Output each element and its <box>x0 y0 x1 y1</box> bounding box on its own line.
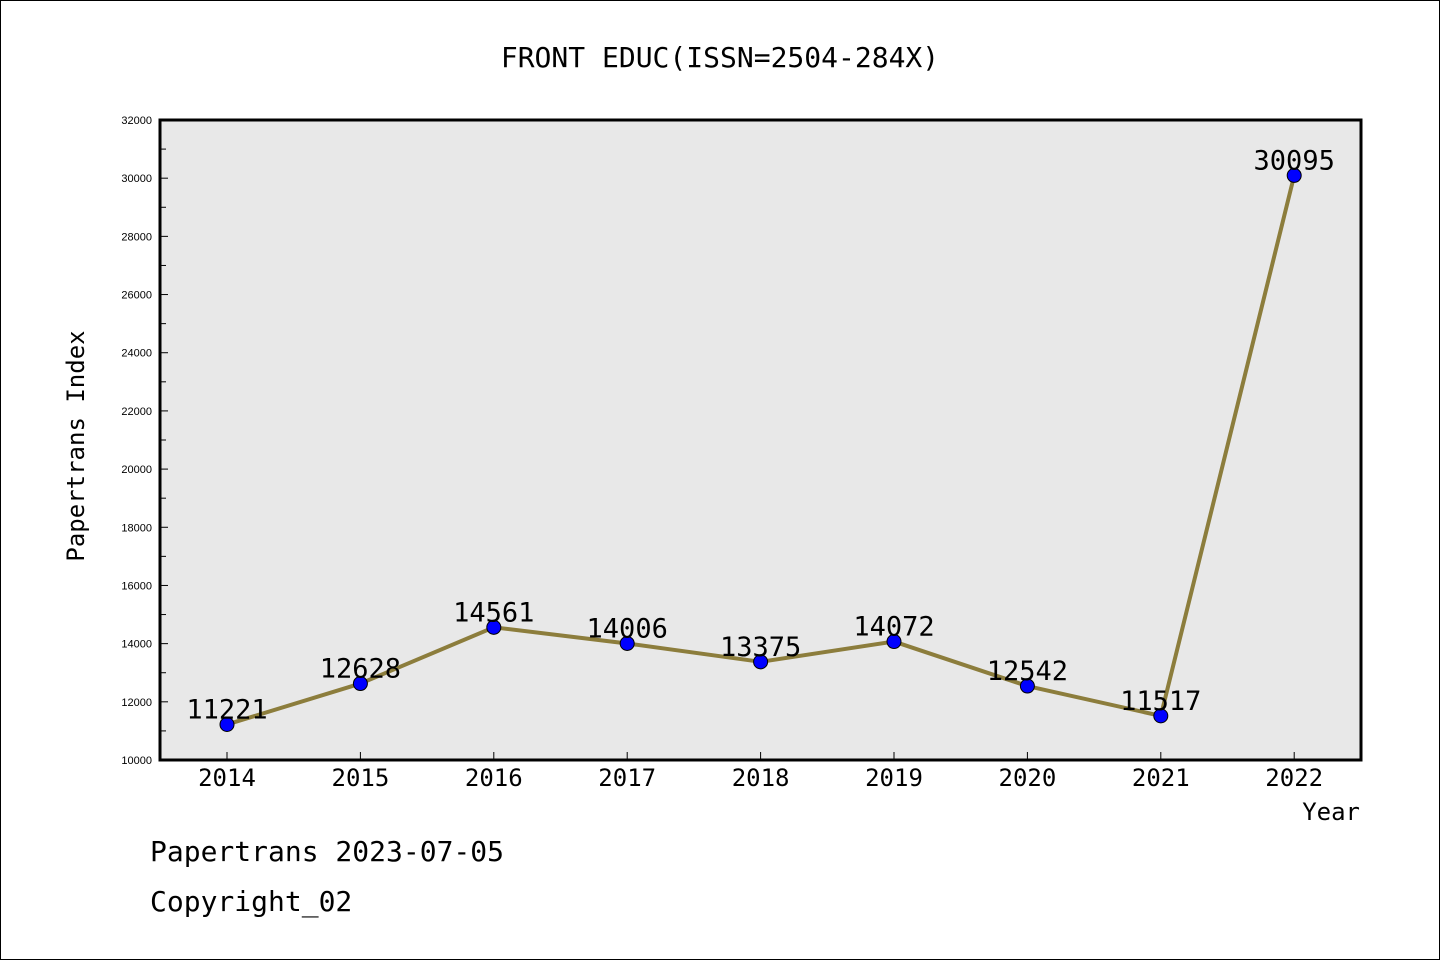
data-point <box>219 716 235 732</box>
data-label: 12542 <box>987 656 1068 687</box>
data-point <box>1286 167 1302 183</box>
y-axis-label: Papertrans Index <box>62 330 90 561</box>
data-label: 30095 <box>1254 145 1335 176</box>
y-tick-label: 18000 <box>121 522 152 534</box>
data-label: 14006 <box>587 613 668 644</box>
series-group: 11221 12628 14561 14006 13375 14072 12542 11517… <box>186 145 1335 732</box>
data-label: 11221 <box>186 694 267 725</box>
x-axis: 2014 2015 2016 2017 2018 2019 2020 2021 2022 <box>198 752 1323 792</box>
y-tick-label: 14000 <box>121 639 152 651</box>
y-axis: 10000 12000 14000 16000 18000 20000 22000 24000… <box>121 115 168 767</box>
y-tick-label: 10000 <box>121 755 152 767</box>
x-tick-label: 2017 <box>598 764 656 792</box>
data-point <box>1153 708 1169 724</box>
y-tick-label: 32000 <box>121 115 152 127</box>
footer-copyright: Copyright_02 <box>150 885 353 918</box>
y-tick-label: 26000 <box>121 290 152 302</box>
x-tick-label: 2019 <box>865 764 923 792</box>
y-tick-label: 16000 <box>121 580 152 592</box>
x-tick-label: 2014 <box>198 764 256 792</box>
y-tick-label: 20000 <box>121 464 152 476</box>
data-point <box>352 676 368 692</box>
data-label: 14072 <box>853 612 934 643</box>
data-label: 14561 <box>453 597 534 628</box>
data-label: 12628 <box>320 654 401 685</box>
y-tick-label: 30000 <box>121 173 152 185</box>
data-point <box>886 634 902 650</box>
y-tick-label: 22000 <box>121 406 152 418</box>
x-tick-label: 2015 <box>332 764 390 792</box>
plot-area <box>158 118 1363 762</box>
data-point <box>619 635 635 651</box>
x-tick-label: 2016 <box>465 764 523 792</box>
y-tick-label: 24000 <box>121 348 152 360</box>
chart-title: FRONT EDUC(ISSN=2504-284X) <box>501 41 939 74</box>
data-point <box>486 619 502 635</box>
y-tick-label: 28000 <box>121 231 152 243</box>
x-tick-label: 2018 <box>732 764 790 792</box>
y-tick-label: 12000 <box>121 697 152 709</box>
x-tick-label: 2021 <box>1132 764 1190 792</box>
data-point <box>1019 678 1035 694</box>
x-tick-label: 2020 <box>999 764 1057 792</box>
data-label: 13375 <box>720 632 801 663</box>
x-axis-label: Year <box>1302 798 1360 826</box>
data-label: 11517 <box>1120 686 1201 717</box>
footer-date: Papertrans 2023-07-05 <box>150 835 505 868</box>
data-point <box>753 654 769 670</box>
x-tick-label: 2022 <box>1265 764 1323 792</box>
